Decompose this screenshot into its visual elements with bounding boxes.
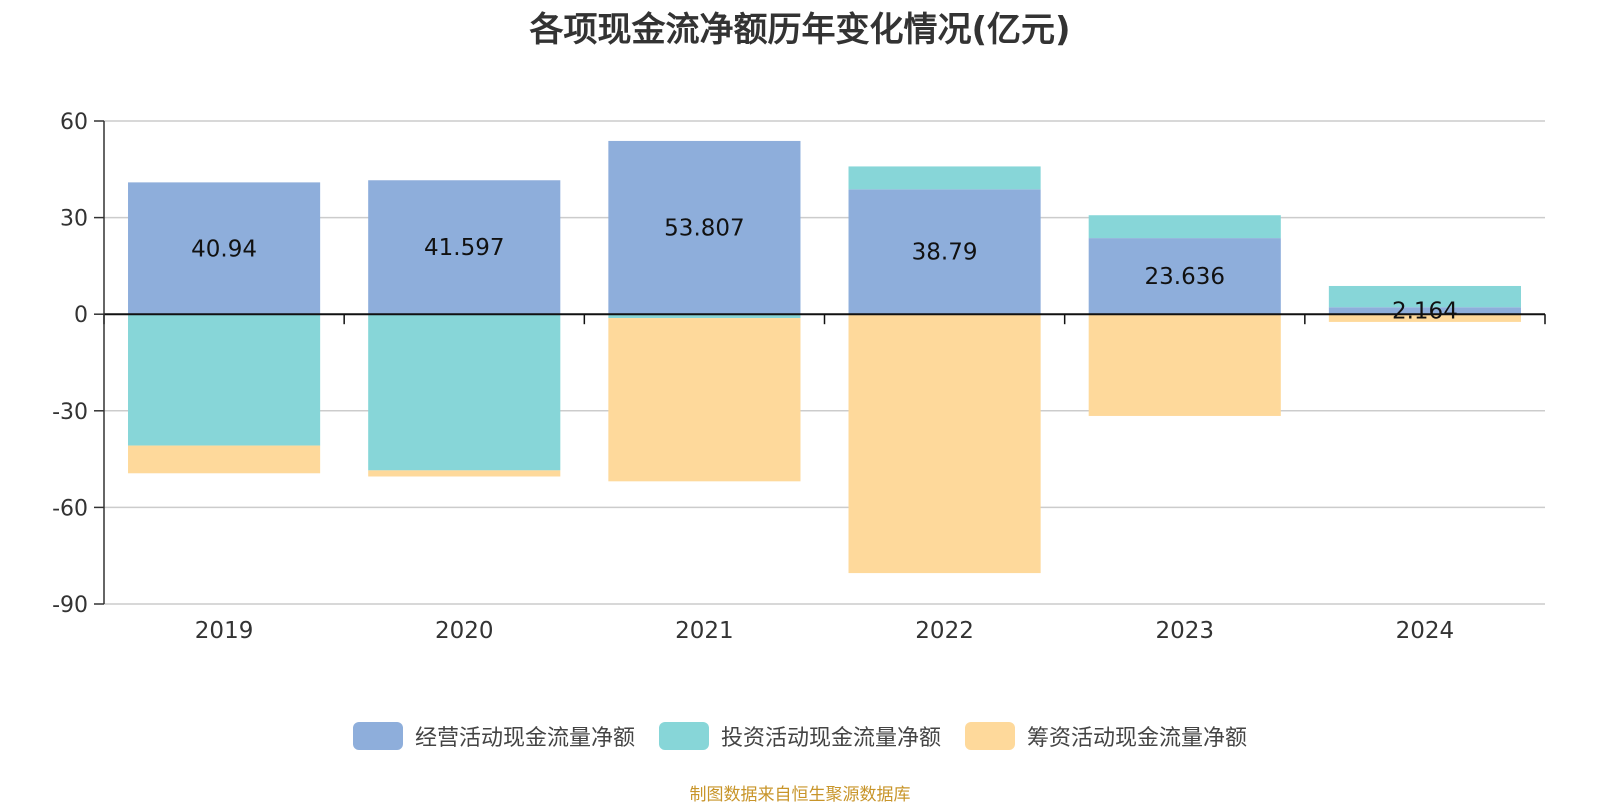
bar-operating: [848, 189, 1041, 315]
bar-investing: [608, 314, 801, 319]
legend-swatch-operating: [352, 722, 403, 750]
bar-financing: [128, 445, 321, 474]
legend-label-operating: 经营活动现金流量净额: [414, 726, 635, 751]
bar-financing: [608, 318, 801, 482]
bar-operating: [1088, 238, 1281, 315]
data-label: 40.94: [191, 236, 257, 262]
data-label: 2.164: [1392, 299, 1458, 325]
legend-item-financing[interactable]: 筹资活动现金流量净额: [965, 720, 1247, 752]
y-tick-label: -60: [52, 496, 88, 521]
x-tick-label: 2021: [675, 618, 734, 644]
x-tick-label: 2023: [1155, 618, 1214, 644]
bar-financing: [1088, 314, 1281, 416]
bar-operating: [128, 182, 321, 315]
x-tick-label: 2024: [1396, 618, 1455, 644]
legend-swatch-financing: [965, 722, 1015, 750]
bar-investing: [1328, 285, 1521, 308]
legend-item-investing[interactable]: 投资活动现金流量净额: [658, 720, 941, 752]
legend-swatch-investing: [658, 722, 709, 750]
y-tick-label: -90: [52, 593, 88, 618]
bar-investing: [128, 314, 321, 446]
y-tick-label: -30: [52, 400, 88, 425]
bar-operating: [608, 140, 801, 315]
x-tick-label: 2019: [195, 618, 254, 644]
bar-operating: [1328, 307, 1521, 315]
source-note: 制图数据来自恒生聚源数据库: [689, 785, 911, 805]
bar-investing: [1088, 215, 1281, 239]
bar-operating: [368, 180, 561, 315]
data-label: 23.636: [1145, 264, 1225, 290]
y-tick-label: 30: [60, 207, 88, 232]
bar-financing: [848, 314, 1041, 574]
legend-label-financing: 筹资活动现金流量净额: [1027, 726, 1248, 751]
y-tick-label: 60: [60, 110, 88, 135]
bar-investing: [848, 166, 1041, 190]
data-label: 41.597: [424, 235, 504, 261]
data-label: 38.79: [912, 240, 978, 266]
legend-item-operating[interactable]: 经营活动现金流量净额: [352, 720, 635, 752]
x-tick-label: 2022: [915, 618, 974, 644]
legend: 经营活动现金流量净额 投资活动现金流量净额 筹资活动现金流量净额: [0, 720, 1600, 752]
x-tick-label: 2020: [435, 618, 494, 644]
bar-financing: [368, 470, 561, 477]
data-label: 53.807: [664, 216, 744, 242]
chart-plot: 60 30 0 -30 -60 -90 40.94 41.597 53.807 38.79 23.6…: [52, 110, 1546, 644]
legend-label-investing: 投资活动现金流量净额: [720, 726, 941, 751]
bar-investing: [368, 314, 561, 471]
y-tick-label: 0: [74, 303, 88, 328]
chart-title: 各项现金流净额历年变化情况(亿元): [529, 10, 1071, 50]
bar-financing: [1328, 314, 1521, 322]
